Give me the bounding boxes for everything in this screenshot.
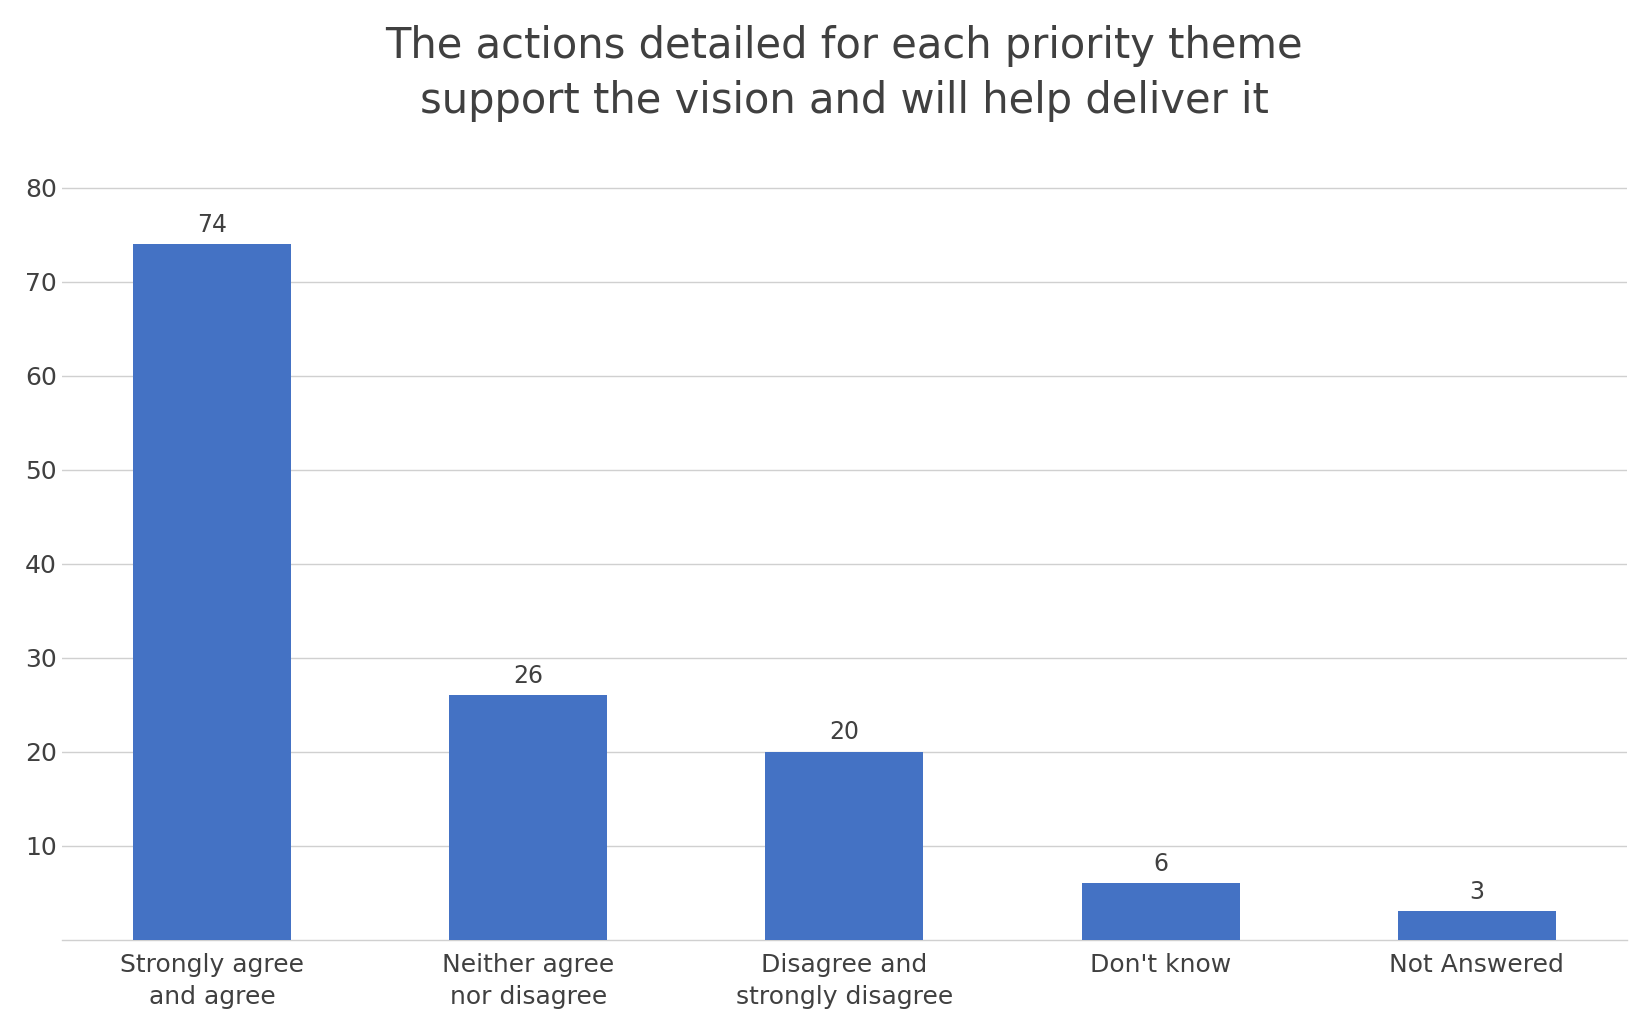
Bar [449, 695, 608, 940]
Text: 74: 74 [197, 213, 226, 237]
Bar [132, 244, 291, 940]
Bar [1398, 911, 1556, 940]
Text: 20: 20 [829, 720, 859, 744]
Bar [765, 752, 923, 940]
Text: 6: 6 [1153, 852, 1168, 876]
Text: 26: 26 [514, 664, 544, 688]
Text: 3: 3 [1469, 880, 1483, 904]
Bar [1082, 883, 1239, 940]
Title: The actions detailed for each priority theme
support the vision and will help de: The actions detailed for each priority t… [385, 25, 1303, 122]
